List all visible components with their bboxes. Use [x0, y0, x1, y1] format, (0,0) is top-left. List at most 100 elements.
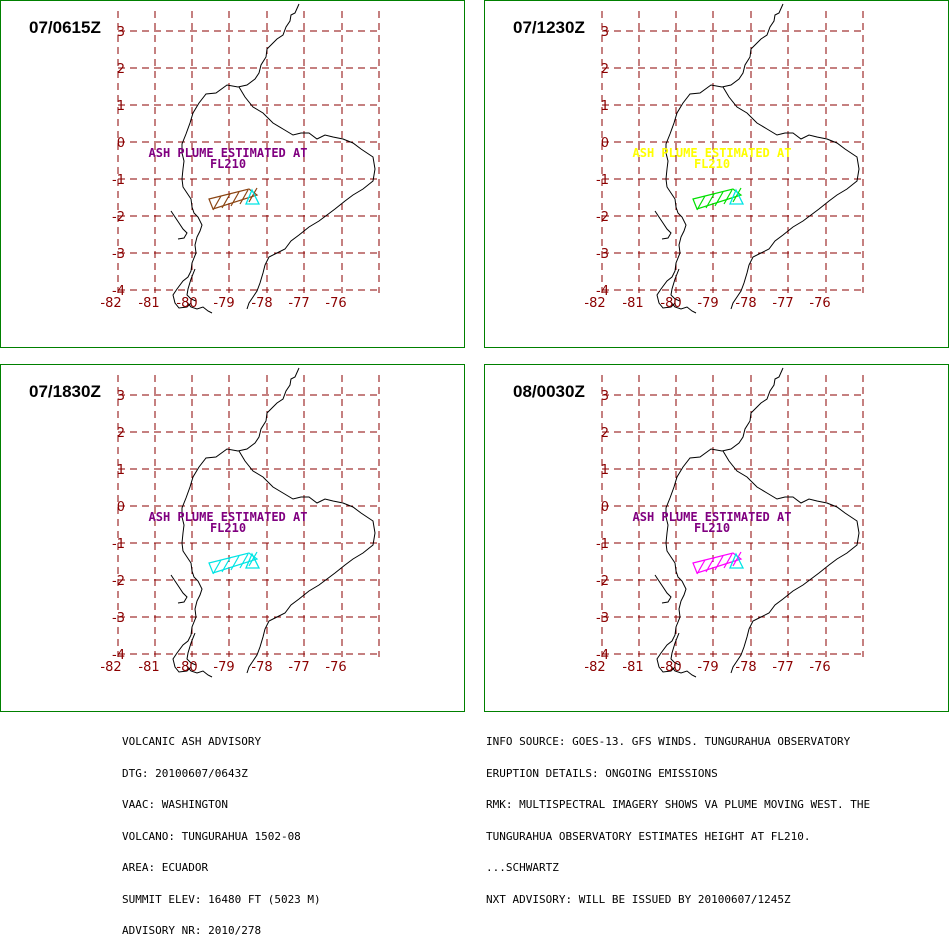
longitude-tick-label: -79 [213, 296, 234, 311]
ash-plume-hatch [230, 555, 240, 571]
ash-plume [208, 188, 259, 210]
longitude-tick-label: -82 [100, 296, 121, 311]
ash-plume-hatch [723, 189, 733, 205]
plume-flight-level: FL210 [694, 157, 730, 171]
latitude-tick-label: 3 [117, 389, 125, 404]
plume-annotation: ASH PLUME ESTIMATED AT [633, 510, 792, 524]
latitude-tick-label: -2 [596, 210, 609, 225]
latitude-tick-label: 1 [601, 463, 609, 478]
coastline [185, 300, 213, 314]
ash-plume [208, 552, 259, 574]
longitude-tick-label: -79 [213, 660, 234, 675]
latitude-tick-label: -1 [112, 537, 125, 552]
coastline [656, 367, 784, 673]
ash-plume-hatch [230, 191, 240, 207]
longitude-tick-label: -78 [735, 660, 756, 675]
panel-time-label: 07/1230Z [513, 18, 585, 37]
longitude-tick-label: -76 [325, 660, 346, 675]
latitude-tick-label: -3 [112, 611, 125, 626]
plume-flight-level: FL210 [210, 521, 246, 535]
plume-flight-level: FL210 [694, 521, 730, 535]
longitude-tick-label: -76 [809, 296, 830, 311]
ash-plume-hatch [732, 187, 742, 203]
map-panel-1230z: 3 2 1 0 -1 -2 -3 -4 -82 -81 -80 -79 -78 -77 -76 ASH PLU… [484, 0, 949, 348]
map-canvas: 3 2 1 0 -1 -2 -3 -4-82 -81 -80 -79 -78 -77 -76 ASH PLU… [100, 3, 380, 314]
latitude-tick-label: -3 [596, 247, 609, 262]
longitude-tick-label: -78 [251, 296, 272, 311]
ash-plume-hatch [248, 187, 258, 203]
longitude-tick-label: -79 [697, 296, 718, 311]
ash-plume-hatch [221, 193, 231, 209]
latitude-tick-label: 2 [601, 62, 609, 77]
coastline [669, 300, 697, 314]
latitude-tick-label: 2 [117, 62, 125, 77]
latitude-tick-label: -2 [596, 574, 609, 589]
coastline [170, 210, 188, 240]
coastline [669, 664, 697, 678]
latitude-tick-label: 2 [117, 426, 125, 441]
latitude-tick-label: 3 [601, 389, 609, 404]
latitude-tick-label: 1 [117, 463, 125, 478]
ash-plume [692, 552, 743, 574]
longitude-tick-label: -76 [809, 660, 830, 675]
plume-annotation: ASH PLUME ESTIMATED AT [149, 510, 308, 524]
advisory-signature: ...SCHWARTZ [486, 861, 559, 874]
advisory-header-block: VOLCANIC ASH ADVISORY DTG: 20100607/0643… [122, 716, 321, 947]
ash-plume-hatch [696, 559, 706, 575]
advisory-next: NXT ADVISORY: WILL BE ISSUED BY 20100607… [486, 892, 791, 906]
latitude-tick-label: -4 [112, 284, 125, 299]
advisory-volcano: VOLCANO: TUNGURAHUA 1502-08 [122, 829, 301, 843]
longitude-tick-label: -81 [138, 296, 159, 311]
ash-plume-hatch [239, 553, 249, 569]
latitude-tick-label: -1 [596, 537, 609, 552]
map-panel-1830z: 3 2 1 0 -1 -2 -3 -4 -82 -81 -80 -79 -78 -77 -76 ASH PLU… [0, 364, 465, 712]
advisory-remark-cont: TUNGURAHUA OBSERVATORY ESTIMATES HEIGHT … [486, 829, 811, 843]
latitude-tick-label: 2 [601, 426, 609, 441]
advisory-summit-elev: SUMMIT ELEV: 16480 FT (5023 M) [122, 892, 321, 906]
ash-plume-hatch [248, 551, 258, 567]
latitude-tick-label: 0 [117, 500, 125, 515]
coastline [172, 3, 300, 309]
longitude-tick-label: -77 [772, 660, 793, 675]
latitude-tick-label: 3 [601, 25, 609, 40]
longitude-tick-label: -77 [288, 660, 309, 675]
ash-plume-hatch [212, 559, 222, 575]
ash-plume-hatch [714, 191, 724, 207]
latitude-tick-label: -4 [596, 284, 609, 299]
latitude-tick-label: 1 [117, 99, 125, 114]
latitude-tick-label: 1 [601, 99, 609, 114]
longitude-tick-label: -76 [325, 296, 346, 311]
longitude-tick-label: -78 [251, 660, 272, 675]
coastline [670, 632, 681, 666]
plume-annotation: ASH PLUME ESTIMATED AT [149, 146, 308, 160]
ash-plume-hatch [221, 557, 231, 573]
ash-plume-hatch [212, 195, 222, 211]
coastline [238, 86, 376, 310]
longitude-tick-label: -80 [176, 296, 197, 311]
longitude-tick-label: -80 [660, 296, 681, 311]
plume-flight-level: FL210 [210, 157, 246, 171]
coastline [186, 632, 197, 666]
longitude-tick-label: -79 [697, 660, 718, 675]
coastline [722, 86, 860, 310]
volcano-icon [729, 188, 745, 205]
map-panel-0030z: 3 2 1 0 -1 -2 -3 -4 -82 -81 -80 -79 -78 -77 -76 ASH PLU… [484, 364, 949, 712]
advisory-title: VOLCANIC ASH ADVISORY [122, 735, 262, 748]
latitude-tick-label: 0 [117, 136, 125, 151]
coastline [654, 574, 672, 604]
coastline [186, 268, 197, 302]
latitude-tick-label: -4 [112, 648, 125, 663]
map-panel-0615z: 3 2 1 0 -1 -2 -3 -4 -82 -81 -80 -79 -78 -77 -76 ASH PLU… [0, 0, 465, 348]
latitude-tick-label: -2 [112, 210, 125, 225]
longitude-tick-label: -81 [138, 660, 159, 675]
coastline [656, 3, 784, 309]
latitude-tick-label: -1 [112, 173, 125, 188]
ash-plume [692, 188, 743, 210]
advisory-eruption-details: ERUPTION DETAILS: ONGOING EMISSIONS [486, 766, 718, 780]
advisory-details-block: INFO SOURCE: GOES-13. GFS WINDS. TUNGURA… [486, 716, 870, 916]
advisory-area: AREA: ECUADOR [122, 861, 209, 874]
advisory-remark: RMK: MULTISPECTRAL IMAGERY SHOWS VA PLUM… [486, 798, 871, 811]
longitude-tick-label: -80 [660, 660, 681, 675]
latitude-tick-label: -4 [596, 648, 609, 663]
coastline [185, 664, 213, 678]
